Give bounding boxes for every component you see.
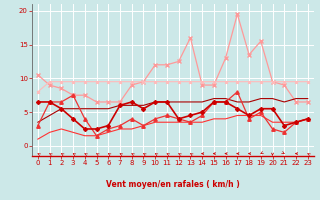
X-axis label: Vent moyen/en rafales ( km/h ): Vent moyen/en rafales ( km/h ) [106,180,240,189]
